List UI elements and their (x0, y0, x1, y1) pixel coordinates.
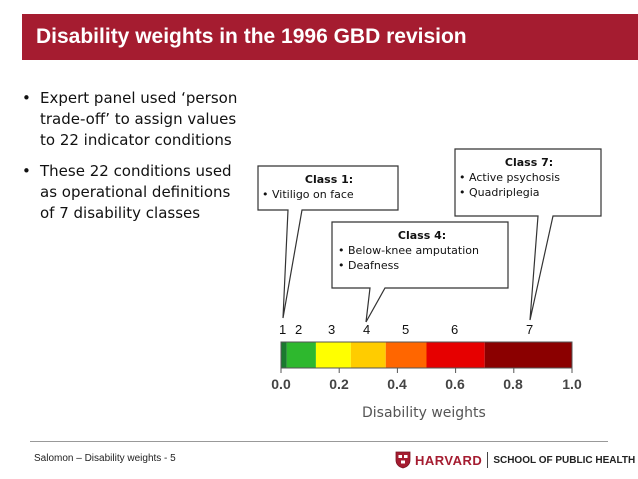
callout-class1-item: • Vitiligo on face (262, 188, 354, 201)
slide-title: Disability weights in the 1996 GBD revis… (36, 25, 467, 48)
footer-text: Salomon – Disability weights - 5 (34, 453, 176, 464)
tick-label: 0.0 (271, 376, 291, 392)
bullet-list: • Expert panel used ‘person trade-off’ t… (22, 88, 252, 234)
shield-icon (395, 451, 411, 469)
scale-bar-border (280, 341, 573, 369)
axis-title: Disability weights (362, 405, 486, 421)
bullet-line: as operational definitions (40, 183, 231, 201)
logo-separator (487, 452, 489, 468)
callout-class1-shape (257, 165, 399, 319)
callout-class7-item: • Active psychosis (459, 171, 561, 184)
callout-class4-shape (331, 221, 509, 323)
callout-class7: Class 7: • Active psychosis • Quadripleg… (459, 155, 599, 200)
bullet-marker: • (22, 89, 31, 107)
callout-class7-title: Class 7: (504, 156, 554, 169)
bullet-line: to 22 indicator conditions (40, 131, 232, 149)
scale-segment-class-2 (286, 342, 316, 368)
callout-class4-title: Class 4: (397, 229, 447, 242)
callout-class4-item: • Deafness (338, 259, 400, 272)
callout-class7-shape (454, 148, 602, 321)
bullet-line: These 22 conditions used (40, 162, 232, 180)
bullet-line: trade-off’ to assign values (40, 110, 237, 128)
class-number-1: 1 (279, 322, 287, 337)
callout-class7-item: • Quadriplegia (459, 186, 540, 199)
scale-segment-class-1 (281, 342, 287, 368)
disability-scale-bar (280, 341, 573, 369)
class-number-6: 6 (451, 322, 459, 337)
scale-segment-class-7 (484, 342, 572, 368)
logo-school-text: SCHOOL OF PUBLIC HEALTH (493, 454, 636, 466)
callout-class1-title: Class 1: (304, 173, 354, 186)
tick-label: 0.2 (329, 376, 349, 392)
scale-segment-class-4 (350, 342, 386, 368)
tick-label: 0.8 (503, 376, 523, 392)
class-number-5: 5 (402, 322, 410, 337)
logo-harvard-text: HARVARD (415, 452, 483, 468)
class-number-7: 7 (526, 322, 534, 337)
tick-label: 1.0 (562, 376, 582, 392)
callout-class4-item: • Below-knee amputation (338, 244, 479, 257)
callout-class1: Class 1: • Vitiligo on face (262, 172, 396, 202)
bullet-line: of 7 disability classes (40, 204, 201, 222)
tick-label: 0.6 (445, 376, 465, 392)
bullet-marker: • (22, 162, 31, 180)
footer-divider (30, 441, 608, 442)
scale-ticks (280, 368, 573, 373)
scale-segment-class-6 (426, 342, 485, 368)
class-number-3: 3 (328, 322, 336, 337)
callout-class4: Class 4: • Below-knee amputation • Deafn… (338, 228, 506, 273)
title-bar: Disability weights in the 1996 GBD revis… (22, 14, 638, 60)
class-number-2: 2 (295, 322, 303, 337)
class-number-4: 4 (363, 322, 371, 337)
scale-segment-class-5 (385, 342, 427, 368)
bullet-item: • Expert panel used ‘person trade-off’ t… (22, 88, 252, 151)
scale-segment-class-3 (315, 342, 351, 368)
tick-label: 0.4 (387, 376, 407, 392)
harvard-logo: HARVARD SCHOOL OF PUBLIC HEALTH (395, 450, 635, 470)
bullet-line: Expert panel used ‘person (40, 89, 238, 107)
bullet-item: • These 22 conditions used as operationa… (22, 161, 252, 224)
